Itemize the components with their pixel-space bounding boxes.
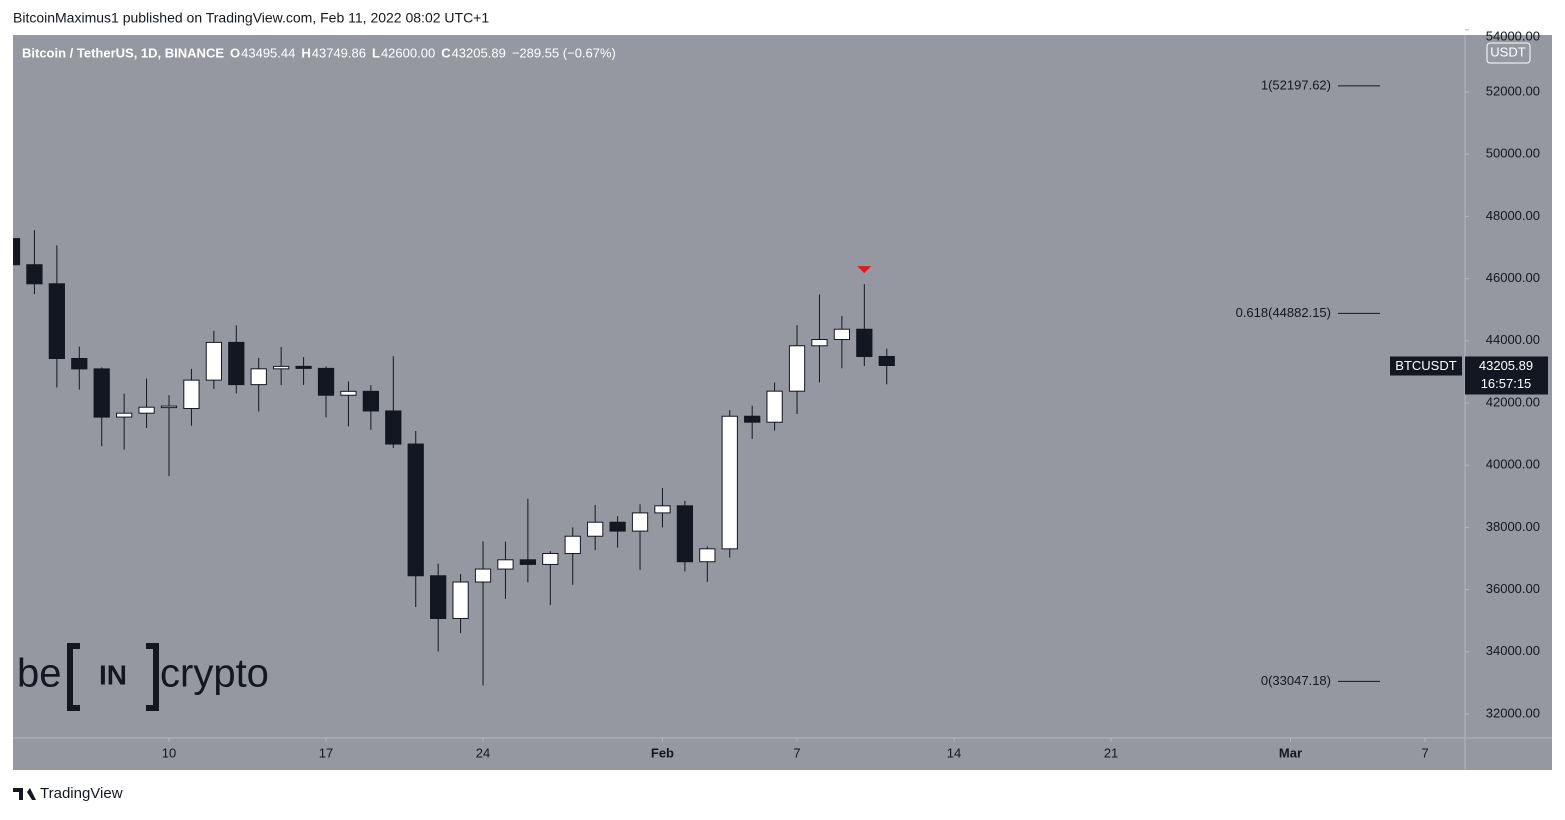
- y-tick-label: 54000.00: [1486, 28, 1540, 43]
- candle-body: [519, 559, 537, 565]
- x-tick-label: 7: [1421, 745, 1428, 760]
- candle-body: [407, 443, 424, 577]
- candle-body: [48, 283, 65, 359]
- candle-body: [856, 328, 873, 358]
- candle-body: [183, 379, 200, 410]
- candle-body: [497, 559, 514, 570]
- candle-body: [317, 367, 335, 396]
- candle-body: [228, 341, 245, 386]
- y-tick-label: 32000.00: [1486, 705, 1540, 720]
- ohlc-value: 43495.44: [241, 45, 295, 60]
- candle-body: [362, 390, 379, 412]
- candle-body: [13, 238, 21, 266]
- ohlc-value: 43749.86: [312, 45, 366, 60]
- ohlc-field: H: [301, 45, 310, 60]
- candle-body: [385, 410, 402, 445]
- footer-brand: TradingView: [40, 785, 123, 802]
- candle-body: [340, 390, 357, 396]
- plot-area: [13, 230, 895, 686]
- candle-body: [676, 505, 694, 563]
- price-tag: [1465, 356, 1548, 395]
- y-tick-label: 38000.00: [1486, 519, 1540, 534]
- watermark-bracket: [67, 643, 159, 711]
- y-tick-label: 34000.00: [1486, 643, 1540, 658]
- symbol-tag-label: BTCUSDT: [1395, 358, 1456, 373]
- ohlc-value: 42600.00: [381, 45, 435, 60]
- x-tick-label: 7: [793, 745, 800, 760]
- publisher-line: BitcoinMaximus1 published on TradingView…: [13, 10, 489, 26]
- candle-body: [138, 406, 155, 414]
- watermark: be IN crypto: [17, 643, 269, 711]
- candle-body: [699, 548, 716, 563]
- y-tick-label: 44000.00: [1486, 332, 1540, 347]
- watermark-text: crypto: [160, 652, 269, 696]
- candle-body: [160, 405, 178, 409]
- x-tick-label: Feb: [651, 745, 674, 760]
- watermark-text: IN: [99, 659, 127, 690]
- candle-body: [564, 535, 581, 555]
- y-tick-label: 50000.00: [1486, 146, 1540, 161]
- x-tick-label: Mar: [1279, 745, 1302, 760]
- candle-body: [26, 264, 43, 285]
- countdown-label: 16:57:15: [1481, 376, 1532, 391]
- fib-label: 1(52197.62): [1261, 77, 1331, 92]
- watermark-text: be: [17, 652, 62, 696]
- ohlc-value: 43205.89: [452, 45, 506, 60]
- candle-body: [744, 415, 761, 423]
- change-value: −289.55 (−0.67%): [512, 45, 616, 60]
- unit-box: [1486, 42, 1531, 64]
- logo-icon: [13, 788, 36, 800]
- candle-body: [766, 390, 783, 423]
- candle-body: [609, 521, 626, 532]
- candle-body: [833, 328, 851, 340]
- symbol-tag: [1390, 356, 1462, 376]
- x-tick-label: 17: [319, 745, 333, 760]
- y-tick-label: 36000.00: [1486, 581, 1540, 596]
- candle-body: [250, 368, 267, 386]
- ohlc-field: L: [372, 45, 380, 60]
- candle-body: [631, 512, 649, 532]
- x-tick-label: 14: [947, 745, 961, 760]
- candle-body: [878, 355, 895, 366]
- candle-body: [116, 412, 133, 418]
- ohlc-field: O: [230, 45, 240, 60]
- candle-body: [788, 345, 806, 392]
- price-tag-label: 43205.89: [1479, 358, 1533, 373]
- symbol-label: Bitcoin / TetherUS, 1D, BINANCE: [22, 45, 224, 60]
- candle-body: [273, 365, 290, 370]
- x-tick-label: 24: [476, 745, 490, 760]
- y-tick-label: 52000.00: [1486, 83, 1540, 98]
- x-tick-label: 21: [1104, 745, 1118, 760]
- ohlc-field: C: [441, 45, 451, 60]
- candle-body: [452, 581, 469, 619]
- candle-body: [295, 365, 312, 369]
- candle-body: [654, 505, 671, 514]
- candle-body: [93, 368, 110, 418]
- signal-marker: [857, 266, 872, 274]
- candle-body: [430, 575, 447, 619]
- y-tick-label: 48000.00: [1486, 208, 1540, 223]
- candle-body: [205, 341, 222, 381]
- candle-body: [811, 338, 828, 347]
- fib-label: 0.618(44882.15): [1236, 305, 1331, 320]
- fib-label: 0(33047.18): [1261, 673, 1331, 688]
- y-tick-label: 46000.00: [1486, 270, 1540, 285]
- candle-body: [474, 568, 492, 583]
- y-tick-label: 42000.00: [1486, 394, 1540, 409]
- tv-logo: TradingView: [13, 785, 123, 802]
- candle-body: [71, 357, 88, 370]
- x-tick-label: 10: [162, 745, 176, 760]
- candle-body: [721, 415, 738, 550]
- unit-label: USDT: [1490, 44, 1525, 59]
- candle-body: [542, 553, 559, 565]
- y-tick-label: 40000.00: [1486, 457, 1540, 472]
- candle-body: [587, 521, 604, 537]
